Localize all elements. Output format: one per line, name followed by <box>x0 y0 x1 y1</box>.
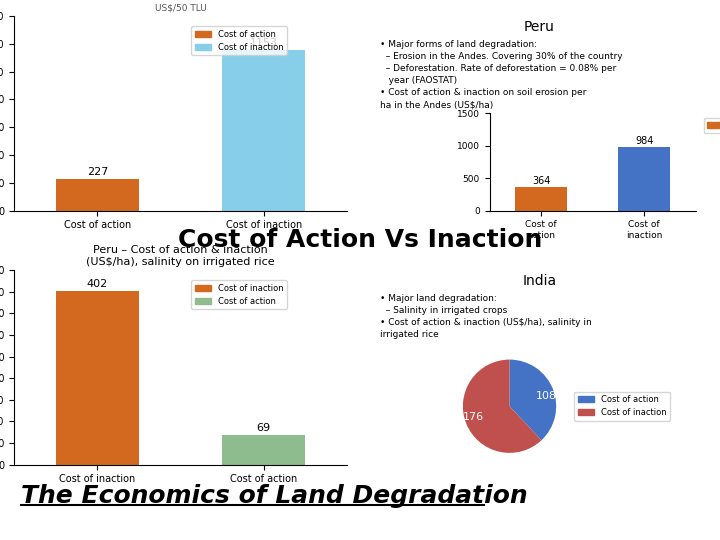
Text: US$/50 TLU: US$/50 TLU <box>155 3 207 12</box>
Bar <box>222 435 305 464</box>
Bar <box>56 179 139 211</box>
Bar <box>222 50 305 211</box>
Text: 69: 69 <box>256 423 271 433</box>
Text: 227: 227 <box>87 167 108 177</box>
Text: 1153: 1153 <box>250 38 278 49</box>
Text: 402: 402 <box>87 279 108 289</box>
Text: • Major forms of land degradation:
  – Erosion in the Andes. Covering 30% of the: • Major forms of land degradation: – Ero… <box>380 39 623 109</box>
Text: India: India <box>523 274 557 288</box>
Bar <box>56 291 139 464</box>
Text: Cost of Action Vs Inaction: Cost of Action Vs Inaction <box>178 228 542 252</box>
Legend: Cost of action, Cost of inaction: Cost of action, Cost of inaction <box>192 26 287 55</box>
Legend: Cost of inaction, Cost of action: Cost of inaction, Cost of action <box>192 280 287 309</box>
Title: Peru – Cost of action & inaction
(US$/ha), salinity on irrigated rice: Peru – Cost of action & inaction (US$/ha… <box>86 245 275 267</box>
Text: • Major land degradation:
  – Salinity in irrigated crops
• Cost of action & ina: • Major land degradation: – Salinity in … <box>380 294 592 339</box>
Text: Peru: Peru <box>524 20 555 34</box>
Text: The Economics of Land Degradation: The Economics of Land Degradation <box>22 484 528 508</box>
